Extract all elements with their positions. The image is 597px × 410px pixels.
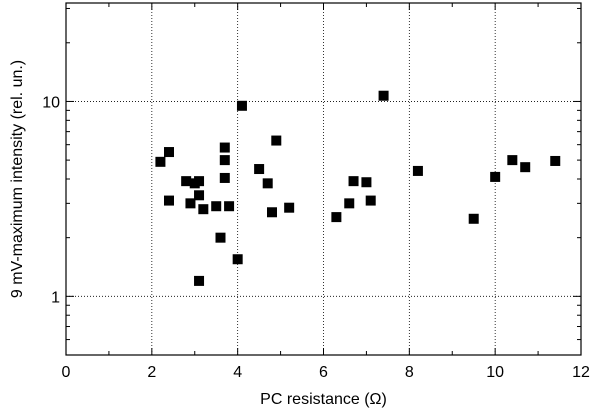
x-tick-label: 2 xyxy=(147,364,156,381)
data-point xyxy=(219,142,230,153)
data-point xyxy=(164,147,174,158)
data-point xyxy=(211,201,222,212)
tick-labels: 0 2 4 6 8 10 12 1 10 xyxy=(42,94,590,381)
x-axis-label: PC resistance (Ω) xyxy=(260,391,387,408)
x-tick-label: 6 xyxy=(319,364,328,381)
data-point xyxy=(181,176,192,187)
data-point xyxy=(267,207,277,218)
data-points xyxy=(155,90,561,286)
x-tick-label: 12 xyxy=(572,364,590,381)
y-tick-label: 10 xyxy=(42,94,60,111)
data-point xyxy=(348,176,359,187)
data-point xyxy=(215,232,226,243)
data-point xyxy=(164,195,174,206)
data-point xyxy=(361,177,372,188)
y-axis-label: 9 mV-maximum intensity (rel. un.) xyxy=(9,60,26,298)
data-point xyxy=(155,156,166,167)
data-point xyxy=(254,164,265,175)
data-point xyxy=(194,275,205,286)
data-point xyxy=(198,204,209,215)
data-point xyxy=(468,213,479,224)
y-tick-label: 1 xyxy=(51,289,60,306)
data-point xyxy=(507,155,518,166)
data-point xyxy=(194,190,205,201)
data-point xyxy=(378,90,389,101)
x-tick-label: 8 xyxy=(405,364,414,381)
x-tick-label: 0 xyxy=(62,364,71,381)
data-point xyxy=(490,171,501,182)
data-point xyxy=(194,176,205,187)
data-point xyxy=(185,198,196,209)
data-point xyxy=(550,155,561,166)
data-point xyxy=(236,100,247,111)
data-point xyxy=(365,195,376,206)
data-point xyxy=(219,172,230,183)
data-point xyxy=(262,178,273,189)
x-tick-label: 4 xyxy=(233,364,242,381)
axis-ticks xyxy=(65,3,582,355)
plot-frame xyxy=(65,2,582,356)
data-point xyxy=(331,212,342,223)
data-point xyxy=(271,135,282,146)
data-point xyxy=(344,198,355,209)
grid-layer xyxy=(66,3,581,355)
data-point xyxy=(412,165,423,176)
data-point xyxy=(232,254,243,265)
data-point xyxy=(284,202,295,213)
data-point xyxy=(224,201,235,212)
data-point xyxy=(219,155,230,166)
x-tick-label: 10 xyxy=(486,364,504,381)
data-point xyxy=(520,162,531,173)
